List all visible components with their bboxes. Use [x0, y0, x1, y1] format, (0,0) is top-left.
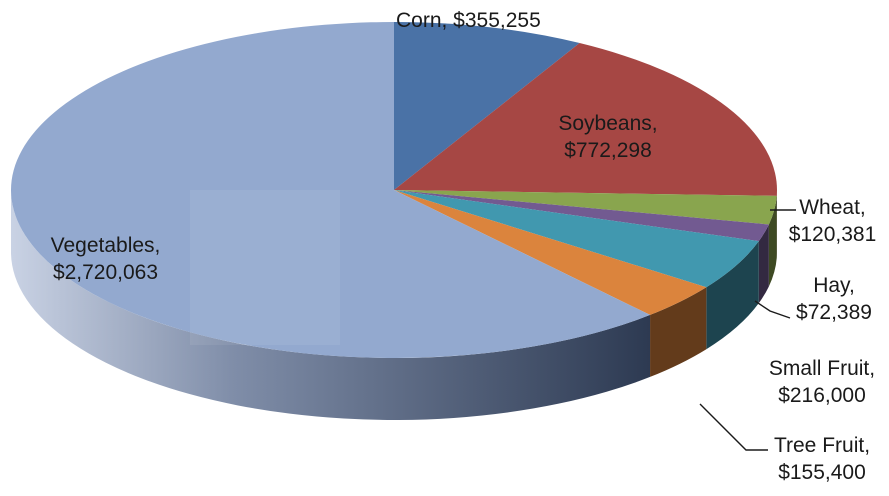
label-soybeans: Soybeans, $772,298 — [548, 110, 668, 164]
label-small-fruit-name: Small Fruit, — [768, 357, 876, 380]
vegetables-highlight — [190, 190, 340, 345]
label-soybeans-value: $772,298 — [564, 139, 652, 162]
label-wheat-value: $120,381 — [788, 223, 877, 246]
label-wheat: Wheat, $120,381 — [780, 194, 885, 248]
label-wheat-name: Wheat, — [799, 196, 866, 219]
leader-lines — [699, 209, 796, 451]
side-wheat — [768, 195, 777, 287]
pie-top-slices — [10, 22, 777, 359]
label-small-fruit-value: $216,000 — [778, 384, 866, 407]
slice-vegetables — [10, 22, 651, 359]
slice-wheat — [394, 190, 777, 225]
side-small-fruit — [706, 241, 759, 350]
slice-small-fruit — [394, 190, 759, 288]
side-vegetables — [11, 190, 651, 420]
label-tree-fruit-value: $155,400 — [778, 461, 866, 484]
label-corn: Corn, $355,255 — [396, 9, 541, 32]
label-hay: Hay, $72,389 — [788, 272, 880, 326]
label-small-fruit: Small Fruit, $216,000 — [758, 355, 886, 409]
leader-hay — [754, 300, 791, 319]
side-tree-fruit — [650, 287, 707, 377]
slice-soybeans — [394, 43, 777, 196]
label-vegetables-name: Vegetables, — [50, 234, 161, 257]
side-hay — [758, 224, 769, 304]
slice-tree-fruit — [394, 190, 707, 315]
slice-hay — [394, 190, 769, 242]
pie-side-walls — [11, 190, 777, 420]
label-hay-name: Hay, — [813, 274, 855, 297]
label-vegetables: Vegetables, $2,720,063 — [18, 232, 193, 286]
slice-corn — [394, 22, 580, 190]
label-soybeans-name: Soybeans, — [558, 112, 658, 135]
leader-tree-fruit — [699, 403, 768, 451]
label-tree-fruit: Tree Fruit, $155,400 — [758, 432, 886, 486]
label-tree-fruit-name: Tree Fruit, — [773, 434, 871, 457]
label-vegetables-value: $2,720,063 — [52, 261, 159, 284]
label-hay-value: $72,389 — [796, 301, 872, 324]
